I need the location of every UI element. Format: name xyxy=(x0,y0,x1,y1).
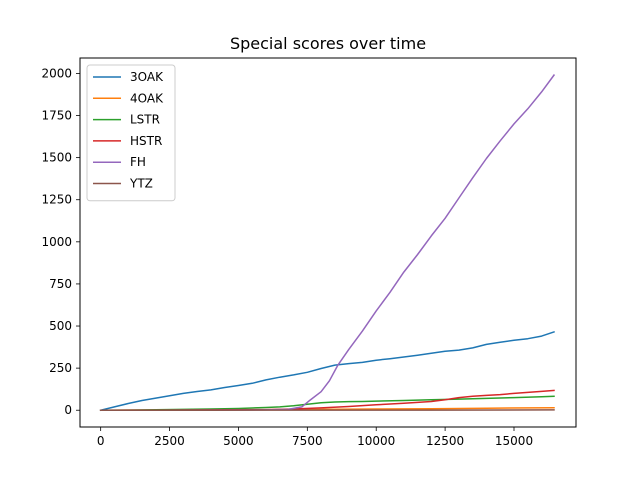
y-tick-label: 1500 xyxy=(41,151,72,165)
y-tick-label: 1000 xyxy=(41,235,72,249)
legend-label-4oak: 4OAK xyxy=(130,91,164,105)
legend-label-3oak: 3OAK xyxy=(130,70,164,84)
y-tick-label: 1750 xyxy=(41,109,72,123)
legend-label-hstr: HSTR xyxy=(130,134,162,148)
y-tick-label: 500 xyxy=(49,319,72,333)
x-tick-label: 7500 xyxy=(292,434,323,448)
legend-label-ytz: YTZ xyxy=(129,177,153,191)
legend: 3OAK 4OAK LSTR HSTR FH YTZ xyxy=(87,65,175,201)
y-tick-label: 2000 xyxy=(41,66,72,80)
legend-label-lstr: LSTR xyxy=(130,113,160,127)
y-tick-label: 750 xyxy=(49,277,72,291)
x-tick-label: 0 xyxy=(97,434,105,448)
x-tick-label: 10000 xyxy=(357,434,395,448)
x-tick-label: 15000 xyxy=(495,434,533,448)
y-tick-label: 0 xyxy=(64,403,72,417)
y-tick-label: 1250 xyxy=(41,193,72,207)
x-tick-label: 2500 xyxy=(154,434,185,448)
x-tick-label: 12500 xyxy=(426,434,464,448)
chart-title: Special scores over time xyxy=(230,34,426,53)
x-tick-label: 5000 xyxy=(223,434,254,448)
legend-label-fh: FH xyxy=(130,155,146,169)
y-tick-label: 250 xyxy=(49,361,72,375)
